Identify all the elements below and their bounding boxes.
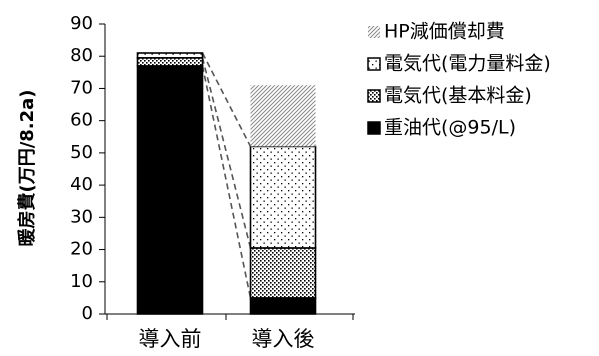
y-tick-label: 20 (70, 239, 93, 260)
legend-label-2: 電気代(電力量料金) (384, 53, 551, 75)
y-tick-label: 80 (70, 45, 93, 66)
legend-swatch-4 (367, 121, 381, 135)
legend-swatch-1 (368, 26, 380, 38)
bar-segment-2-1 (136, 57, 204, 67)
y-tick-label: 50 (70, 142, 93, 163)
connector-line-2 (201, 57, 252, 249)
y-axis-title-group: 暖房費(万円/8.2a) (16, 89, 38, 246)
y-ticks: 0 10 20 30 40 50 60 70 80 90 (70, 13, 105, 324)
y-tick-label: 40 (70, 174, 93, 195)
legend-label-4: 重油代(@95/L) (384, 117, 516, 139)
y-tick-label: 0 (82, 303, 93, 324)
legend-label-3: 電気代(基本料金) (384, 85, 532, 107)
connector-lines (201, 52, 252, 299)
bar-segment-3-1 (136, 52, 204, 59)
y-tick-label: 30 (70, 206, 93, 227)
legend-swatch-2 (367, 57, 381, 71)
bar-segment-4-2 (250, 85, 316, 147)
x-category-labels: 導入前 導入後 (139, 327, 315, 351)
y-tick-label: 70 (70, 77, 93, 98)
x-category-label-2: 導入後 (252, 327, 315, 351)
x-category-label-1: 導入前 (139, 327, 202, 351)
y-tick-label: 60 (70, 110, 93, 131)
legend-label-1: HP減価償却費 (384, 21, 505, 43)
bars (136, 52, 317, 315)
y-axis-label: 暖房費(万円/8.2a) (16, 89, 38, 246)
connector-line-3 (201, 52, 252, 147)
bar-segment-3-2 (249, 145, 317, 249)
bar-segment-2-2 (249, 247, 317, 299)
legend-swatch-3 (367, 89, 381, 103)
y-tick-label: 10 (70, 271, 93, 292)
bar-segment-1-2 (249, 297, 317, 315)
bar-segment-1-1 (136, 65, 204, 315)
y-tick-label: 90 (70, 13, 93, 34)
